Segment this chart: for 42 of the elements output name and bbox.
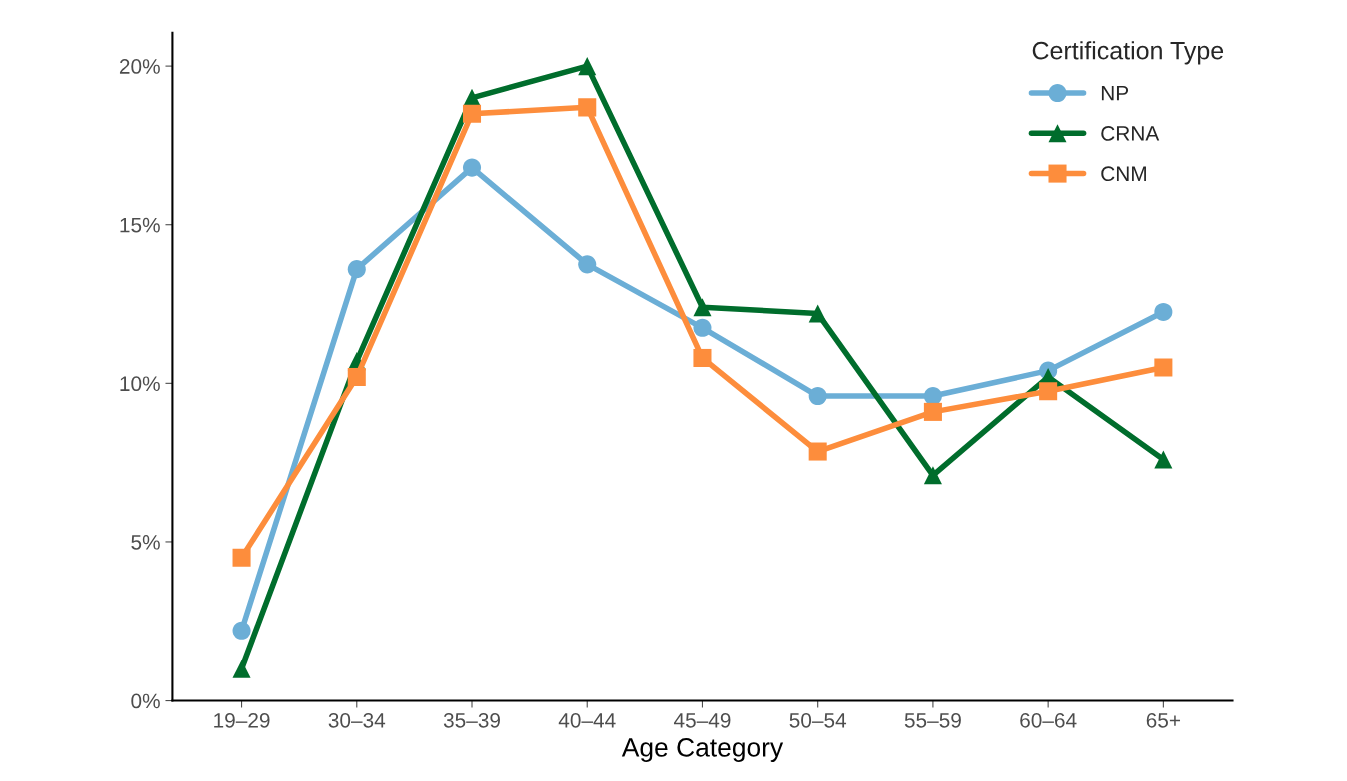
x-tick-label: 50–54 [789,712,847,728]
point [693,348,712,367]
legend-title: Certification Type [1032,41,1224,65]
point [808,442,827,461]
point [578,57,597,76]
x-tick-label: 40–44 [558,712,616,728]
point [923,402,942,421]
point [923,466,942,485]
point [347,260,366,279]
point [578,255,597,274]
legend-label: CRNA [1101,126,1160,141]
point [232,548,251,567]
x-tick-label: 35–39 [443,712,500,728]
legend-label: NP [1101,86,1129,101]
point [1154,302,1173,321]
y-tick-label: 0% [131,693,160,709]
x-axis-title: Age Category [621,738,784,762]
y-tick-label: 15% [120,217,160,233]
legend-label: CNM [1101,166,1146,182]
y-tick-label: 10% [120,376,160,392]
x-tick-label: 65+ [1146,712,1181,728]
x-tick-label: 60–64 [1020,712,1077,728]
y-tick-label: 5% [131,535,160,550]
point [578,98,597,117]
point [1154,358,1173,377]
x-tick-label: 30–34 [328,712,386,728]
point [347,367,366,387]
point [462,158,482,177]
point [1039,382,1058,401]
point [808,386,827,406]
point [693,318,712,337]
x-tick-label: 19–29 [214,712,270,728]
y-tick-label: 20% [119,59,160,74]
point [693,298,712,317]
point [1154,450,1173,469]
point [923,386,942,406]
point [232,621,251,640]
x-tick-label: 45–49 [673,712,731,728]
point [232,659,251,678]
point [808,304,827,323]
x-tick-label: 55–59 [904,712,961,728]
point [462,104,482,123]
